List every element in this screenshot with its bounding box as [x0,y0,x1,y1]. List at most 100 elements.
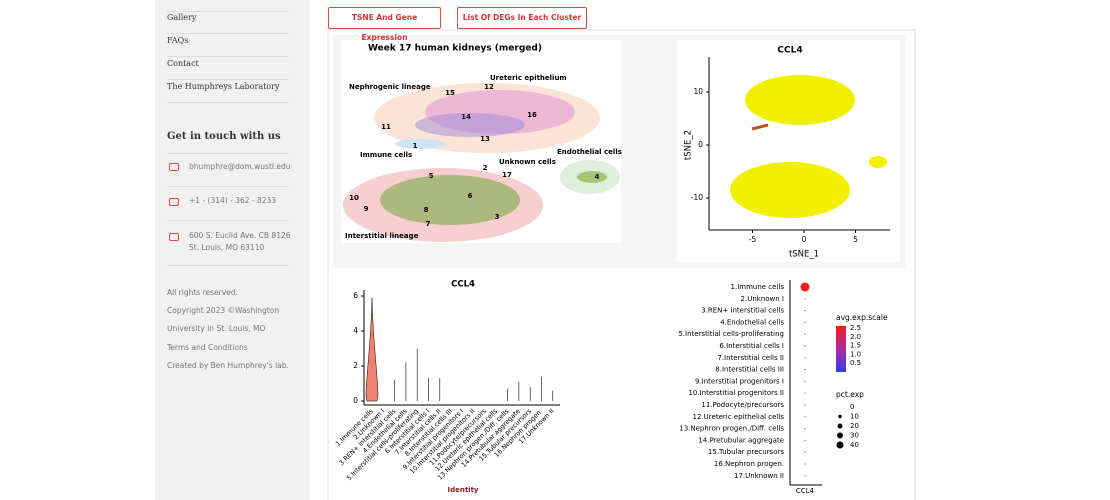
footer-text: All rights reserved. [167,288,238,297]
color-bar [836,326,846,372]
legend-tick: 2.5 [850,324,861,332]
dot [804,380,806,382]
dot [804,298,806,300]
x-label: tSNE_1 [789,250,819,260]
y-tick-label: 17.Unknown II [734,472,784,480]
dot [804,428,806,430]
dot [804,475,806,477]
y-tick-label: 1.Immune cells [731,283,785,291]
divider [167,186,289,187]
cluster-number: 12 [484,83,494,91]
nav-link[interactable]: FAQs [167,34,289,57]
y-tick-label: 13.Nephron progen./Diff. cells [679,425,784,433]
legend-tick: 40 [850,441,859,449]
y-tick-label: 10 [693,87,703,96]
cluster-number: 16 [527,111,537,119]
y-label: tSNE_2 [684,130,694,160]
contact-heading: Get in touch with us [167,131,281,142]
footer-text[interactable]: Terms and Conditions [167,343,248,352]
dot [804,369,806,371]
divider [167,265,289,266]
cluster-number: 5 [429,172,434,180]
dot [804,392,806,394]
violin-x-label: Identity [447,486,478,494]
footer-text: Created by Ben Humphrey's lab. [167,361,289,370]
tab[interactable]: TSNE And Gene Expression [328,7,441,42]
dot [804,321,806,323]
y-tick-label: 0 [698,140,703,149]
y-tick-label: 10.Interstitial progenitors II [688,389,784,397]
y-tick-label: 16.Nephron progen. [714,460,784,468]
region-label: Nephrogenic lineage [349,83,431,91]
legend-tick: 10 [850,413,859,421]
x-tick-label: 0 [802,235,807,244]
nav-link[interactable]: Contact [167,57,289,80]
cluster-number: 8 [424,206,429,214]
legend-tick: 30 [850,432,859,440]
blob [415,113,525,137]
cluster-title: Week 17 human kidneys (merged) [368,44,542,54]
region-label: Ureteric epithelium [490,74,567,82]
y-tick-label: 0 [353,396,358,405]
violin [365,297,379,402]
dot [804,439,806,441]
y-tick-label: -10 [691,193,703,202]
contact-icon [169,163,179,171]
y-tick-label: 7.Interstitial cells II [717,354,784,362]
nav-link[interactable]: Comparative Analysis [167,0,289,12]
y-tick-label: 2 [353,361,358,370]
y-tick-label: 3.REN+ interstitial cells [701,307,784,315]
nav-link[interactable]: Gallery [167,11,289,34]
y-tick-label: 5.Interstitial cells-proliferating [678,330,784,338]
address: 600 S. Euclid Ave. CB 8126 [189,231,291,240]
x-tick-label: -5 [749,235,757,244]
cluster-number: 9 [364,205,369,213]
y-tick-label: 14.Pretubular aggregate [698,436,784,444]
tab[interactable]: List Of DEGs In Each Cluster [457,7,587,29]
legend-title: pct.exp [836,390,864,399]
nav-link[interactable]: The Humphreys Laboratory [167,80,289,103]
cluster-number: 10 [349,194,359,202]
legend-tick: 1.5 [850,342,861,350]
region-label: Unknown cells [499,158,556,166]
cluster-number: 14 [461,113,471,121]
dot [804,333,806,335]
cluster-number: 2 [483,164,488,172]
dot [804,404,806,406]
dot [804,345,806,347]
region-label: Interstitial lineage [345,232,419,240]
feature-plot [677,40,900,262]
legend-title: avg.exp.scale [836,313,888,322]
cluster-number: 11 [381,123,391,131]
cluster-number: 3 [495,213,500,221]
legend-dot [836,441,844,449]
y-tick-label: 15.Tubular precursors [708,448,784,456]
footer-text: University in St. Louis, MO [167,324,266,333]
y-tick-label: 9.Interstitial progenitors I [695,377,784,385]
contact-icon [169,233,179,241]
legend-tick: 20 [850,422,859,430]
email: bhumphre@dom.wustl.edu [189,162,291,171]
dot [804,416,806,418]
dot [800,282,810,292]
footer-text: Copyright 2023 ©Washington [167,306,280,315]
address: St. Louis, MO 63110 [189,243,265,252]
dot [804,357,806,359]
y-tick-label: 4 [353,326,358,335]
region-label: Endothelial cells [557,148,622,156]
cluster-number: 17 [502,171,512,179]
region-label: Immune cells [360,151,412,159]
legend-tick: 2.0 [850,333,861,341]
y-tick-label: 4.Endothelial cells [720,318,784,326]
y-tick-label: 6 [353,291,358,300]
legend-dot [836,432,844,439]
divider [167,153,289,154]
cluster-number: 6 [468,192,473,200]
blob [380,175,520,225]
blob [869,156,887,168]
blob [395,139,445,149]
cluster-number: 4 [595,173,600,181]
y-tick-label: 8.Interstitial cells III [715,366,784,374]
